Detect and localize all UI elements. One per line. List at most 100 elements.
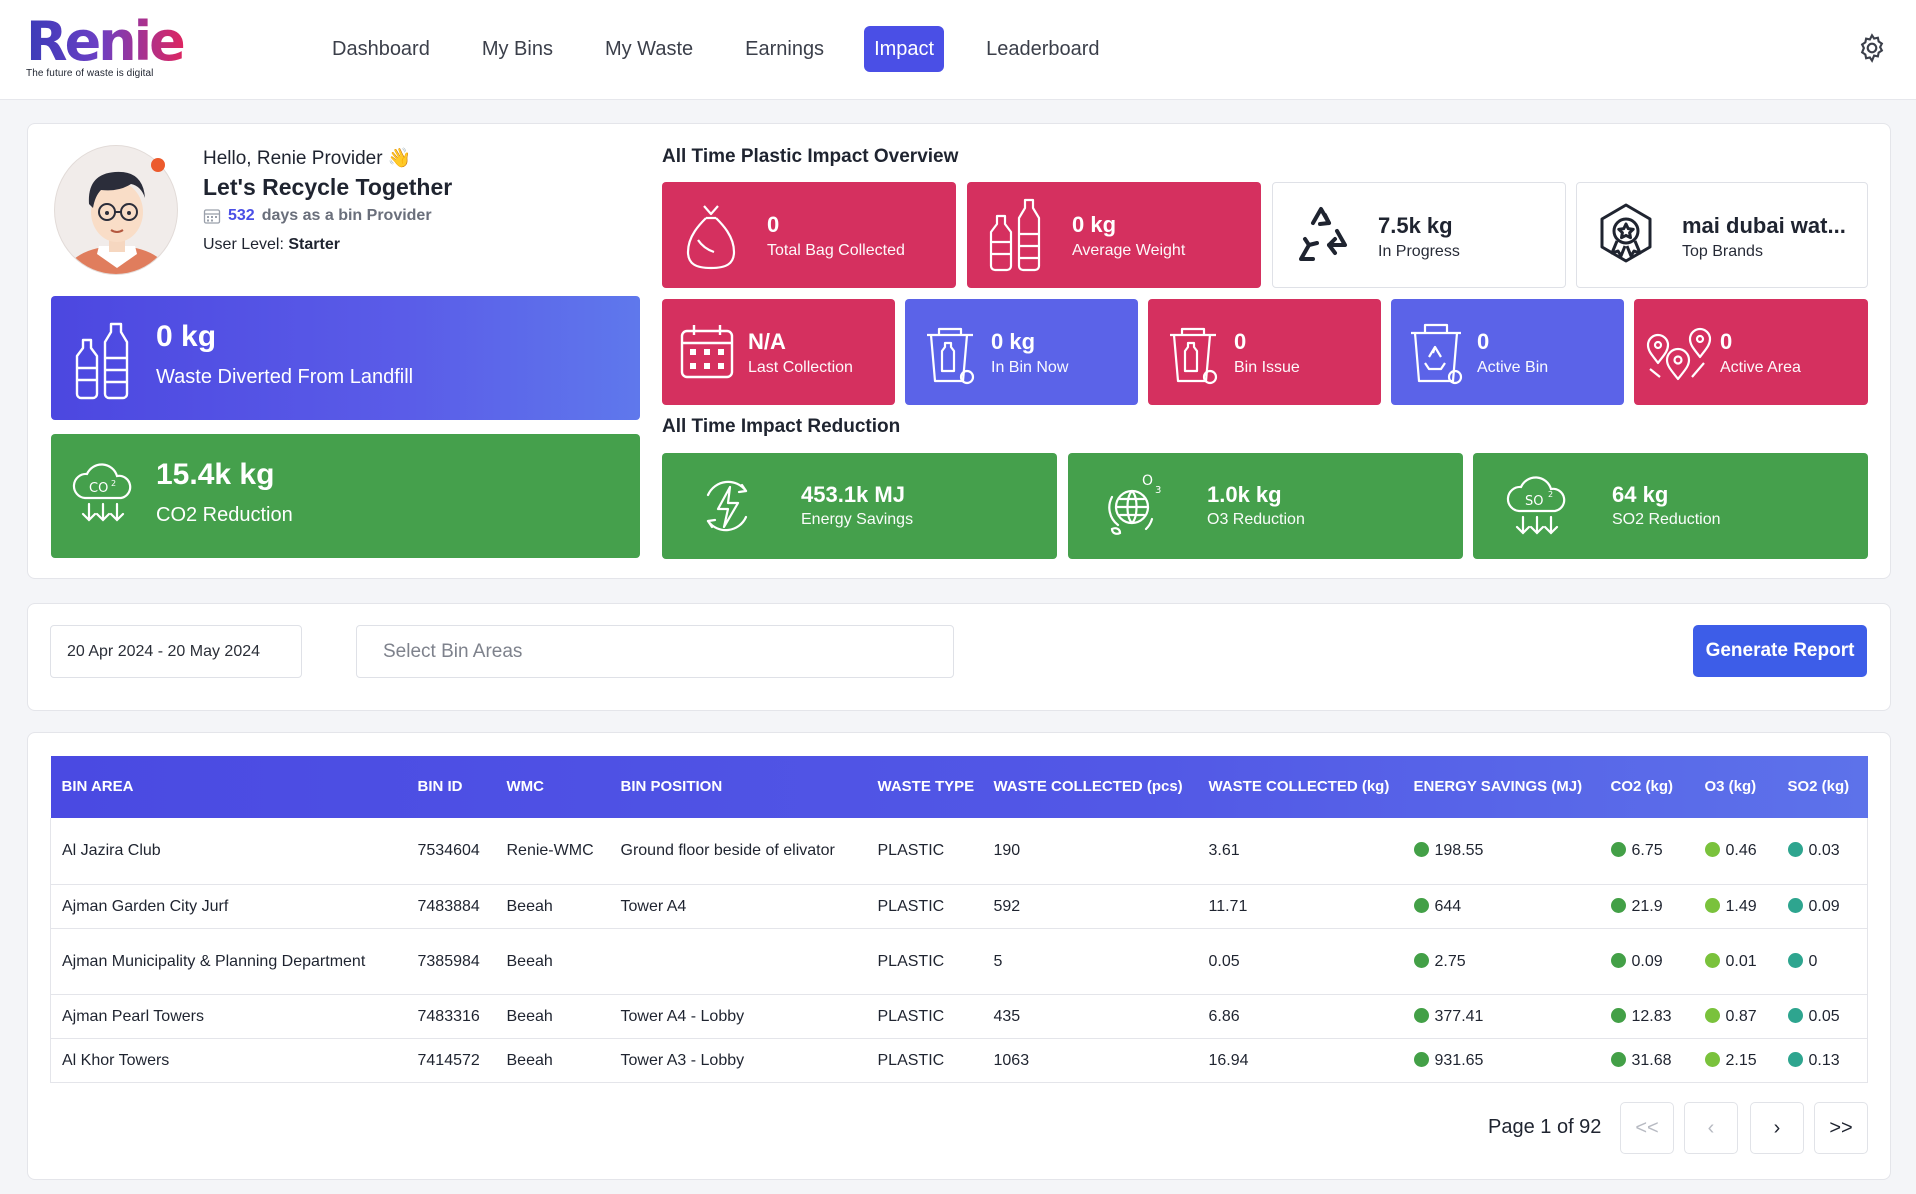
nav-earnings[interactable]: Earnings [745,38,825,60]
cell-o3-value: 0.46 [1725,842,1757,860]
recycle-icon [1299,207,1347,261]
date-range-picker[interactable]: 20 Apr 2024 - 20 May 2024 [50,625,302,678]
renie-logo[interactable]: Renie The future of waste is digital [26,14,186,80]
cell-energy: 644 [1402,884,1600,929]
status-dot [1787,952,1803,968]
col-waste-kg[interactable]: WASTE COLLECTED (kg) [1208,778,1390,795]
avatar-illustration [65,171,169,274]
table-row[interactable]: Al Jazira Club 7534604 Renie-WMC Ground … [50,818,1868,885]
cell-so2: 0 [1776,928,1868,995]
so2-reduction-label: SO2 Reduction [1612,511,1721,528]
nav-impact[interactable]: Impact [864,26,945,72]
svg-text:SO: SO [1525,494,1543,509]
cell-waste-type: PLASTIC [866,994,983,1039]
greeting-text: Hello, Renie Provider [203,148,383,169]
cell-co2: 0.09 [1599,928,1694,995]
col-wmc[interactable]: WMC [506,778,545,795]
cell-bin-id: 7385984 [406,928,496,995]
nav-my-bins[interactable]: My Bins [481,38,553,60]
cell-bin-area: Ajman Municipality & Planning Department [50,928,407,995]
status-dot [1610,1007,1626,1023]
calendar-icon [680,325,734,379]
status-dot [1413,1007,1429,1023]
in-bin-now-value: 0 kg [991,329,1036,354]
top-brands-label: Top Brands [1682,243,1763,260]
status-dot [1704,1007,1720,1023]
logo-wordmark: Renie [26,14,186,70]
col-waste-pcs[interactable]: WASTE COLLECTED (pcs) [993,778,1183,795]
status-dot [1787,842,1803,858]
cell-co2-value: 21.9 [1631,897,1663,915]
user-level-value: Starter [288,236,340,253]
nav-my-waste[interactable]: My Waste [604,38,694,60]
user-level-label: User Level: [203,236,284,253]
cell-so2: 0.05 [1776,994,1868,1039]
so2-reduction-card: SO 2 64 kg SO2 Reduction [1473,453,1868,559]
col-bin-position[interactable]: BIN POSITION [620,778,723,795]
cell-wmc: Renie-WMC [495,818,610,885]
map-pins-icon [1646,327,1712,381]
svg-text:2: 2 [1548,490,1553,499]
cell-o3: 1.49 [1693,884,1777,929]
cell-o3-value: 1.49 [1725,897,1757,915]
total-bag-card: 0 Total Bag Collected [662,182,956,288]
nav-leaderboard[interactable]: Leaderboard [986,38,1100,60]
in-bin-now-label: In Bin Now [991,359,1069,376]
next-page-button[interactable]: › [1750,1102,1804,1154]
status-dot [1704,897,1720,913]
table-row[interactable]: Ajman Municipality & Planning Department… [50,928,1868,995]
cell-bin-position: Tower A4 [609,884,867,929]
cell-bin-position: Tower A4 - Lobby [609,994,867,1039]
cell-bin-area: Al Jazira Club [50,818,407,885]
bin-issue-label: Bin Issue [1234,359,1300,376]
col-bin-id[interactable]: BIN ID [417,778,463,795]
co2-reduction-card: CO 2 15.4k kg CO2 Reduction [51,434,640,558]
bottles-icon [989,198,1041,272]
col-o3[interactable]: O3 (kg) [1704,778,1757,795]
waste-diverted-value: 0 kg [156,320,217,353]
co2-reduction-label: CO2 Reduction [156,504,293,526]
calendar-icon [203,209,221,224]
col-co2[interactable]: CO2 (kg) [1610,778,1674,795]
col-energy[interactable]: ENERGY SAVINGS (MJ) [1413,778,1583,795]
recycle-bin-icon [1411,323,1463,385]
last-page-button[interactable]: >> [1814,1102,1868,1154]
cell-so2-value: 0.03 [1808,842,1840,860]
cell-waste-pcs: 5 [982,928,1198,995]
gear-icon[interactable] [1856,32,1888,64]
top-brands-card[interactable]: mai dubai wat... Top Brands [1576,182,1868,288]
online-status-dot [151,158,165,172]
active-area-label: Active Area [1720,359,1801,376]
cell-co2-value: 12.83 [1631,1007,1672,1025]
generate-report-button[interactable]: Generate Report [1693,625,1867,677]
cell-so2: 0.09 [1776,884,1868,929]
active-area-card: 0 Active Area [1634,299,1868,405]
cell-co2-value: 31.68 [1631,1051,1672,1069]
nav-dashboard[interactable]: Dashboard [332,38,430,60]
table-row[interactable]: Al Khor Towers 7414572 Beeah Tower A3 - … [50,1038,1868,1083]
cell-bin-id: 7483884 [406,884,496,929]
col-so2[interactable]: SO2 (kg) [1787,778,1850,795]
status-dot [1610,897,1626,913]
energy-savings-card: 453.1k MJ Energy Savings [662,453,1057,559]
svg-text:3: 3 [1155,485,1161,496]
bin-areas-select[interactable] [356,625,954,678]
status-dot [1413,1051,1429,1067]
impact-reduction-title: All Time Impact Reduction [662,416,901,437]
cell-so2-value: 0 [1808,952,1818,970]
status-dot [1413,952,1429,968]
col-waste-type[interactable]: WASTE TYPE [877,778,975,795]
cell-energy-value: 931.65 [1434,1051,1484,1069]
last-collection-value: N/A [748,329,786,354]
table-row[interactable]: Ajman Garden City Jurf 7483884 Beeah Tow… [50,884,1868,929]
col-bin-area[interactable]: BIN AREA [61,778,134,795]
so2-cloud-icon: SO 2 [1506,476,1566,535]
status-dot [1704,1051,1720,1067]
cell-bin-area: Ajman Garden City Jurf [50,884,407,929]
cell-bin-id: 7534604 [406,818,496,885]
table-row[interactable]: Ajman Pearl Towers 7483316 Beeah Tower A… [50,994,1868,1039]
cell-so2-value: 0.13 [1808,1051,1840,1069]
prev-page-button[interactable]: ‹ [1684,1102,1738,1154]
logo-tagline: The future of waste is digital [26,68,154,79]
first-page-button[interactable]: << [1620,1102,1674,1154]
